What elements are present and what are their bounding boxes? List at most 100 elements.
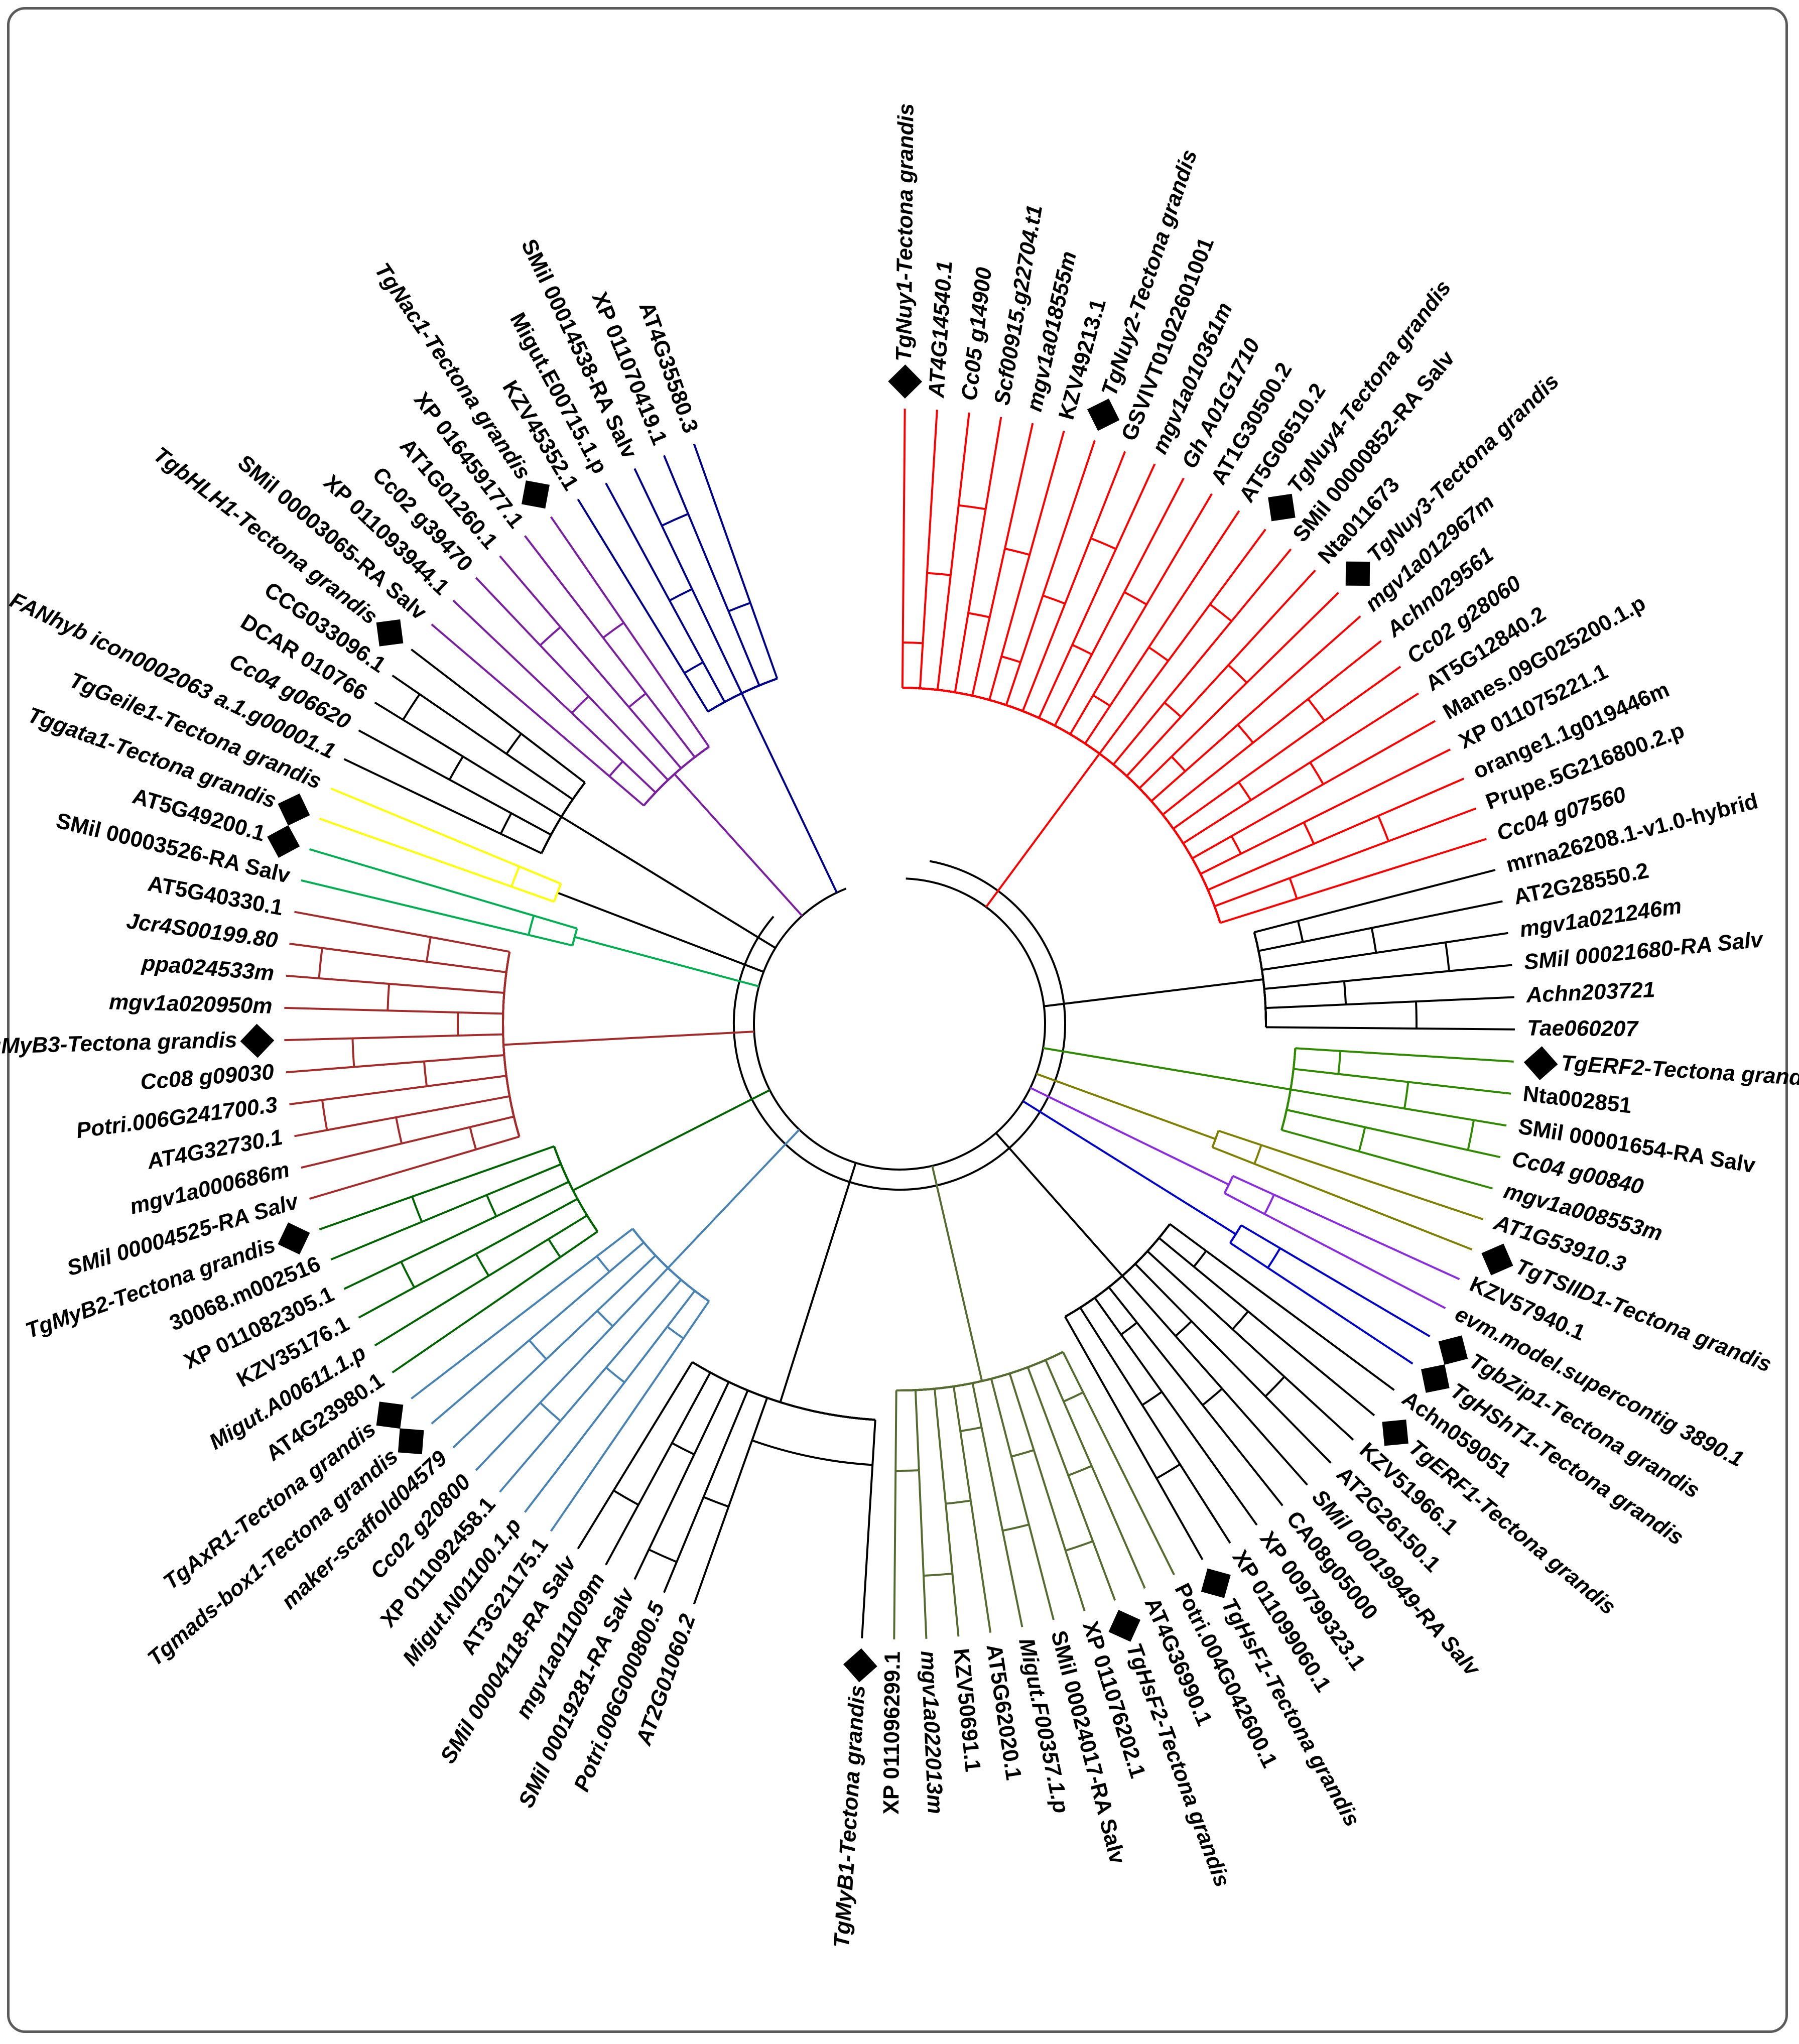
diamond-marker-icon — [1108, 1610, 1141, 1642]
leaf-branch — [499, 1420, 562, 1493]
clade-arc-branch — [541, 782, 586, 854]
leaf-branch — [1090, 451, 1126, 539]
sub-arc-branch — [1289, 877, 1298, 900]
leaf-branch — [431, 623, 610, 777]
leaf-label: KZV50691.1 — [949, 1647, 985, 1773]
sub-arc-branch — [1011, 1449, 1035, 1458]
leaf-branch — [893, 1541, 896, 1639]
leaf-stem-branch — [458, 1033, 503, 1037]
leaf-branch — [475, 1325, 614, 1471]
leaf-stem-branch — [726, 536, 779, 679]
sub-arc-branch — [1403, 1082, 1409, 1109]
leaf-branch — [1344, 964, 1512, 982]
sub-arc-branch — [596, 1310, 614, 1327]
diamond-marker-icon — [376, 1401, 404, 1429]
leaf-branch — [358, 1287, 415, 1319]
clade-stem-branch — [572, 1089, 770, 1192]
leaf-branch — [330, 787, 455, 841]
leaf-branch — [1377, 778, 1465, 817]
leaf-stem-branch — [1232, 1175, 1274, 1196]
sub-arc-branch — [1004, 548, 1030, 556]
sub-arc-branch — [968, 612, 990, 618]
leaf-branch — [319, 1160, 512, 1231]
leaf-branch — [1371, 900, 1503, 929]
leaf-branch — [343, 1215, 497, 1290]
clade-arc-branch — [1064, 1223, 1171, 1318]
leaf-stem-branch — [936, 505, 960, 690]
leaf-label: AT4G14540.1 — [924, 260, 957, 399]
leaf-stem-branch — [933, 1388, 954, 1574]
leaf-stem-branch — [465, 690, 586, 784]
leaf-branch — [1307, 640, 1382, 700]
leaf-stem-branch — [1218, 1129, 1262, 1146]
leaf-stem-branch — [454, 838, 562, 885]
leaf-branch — [663, 1561, 678, 1593]
leaf-stem-branch — [1286, 1109, 1365, 1128]
sub-arc-branch — [475, 1253, 490, 1276]
leaf-branch — [411, 649, 466, 692]
diamond-marker-icon — [1345, 561, 1370, 586]
clade-stem-branch — [674, 773, 803, 917]
leaf-branch — [1171, 592, 1339, 757]
clade-stem-branch — [667, 1128, 800, 1269]
leaf-branch — [524, 535, 604, 638]
figure-frame — [7, 7, 1788, 2033]
sub-arc-branch — [1148, 646, 1169, 662]
leaf-stem-branch — [1258, 927, 1372, 952]
leaf-stem-branch — [1054, 591, 1125, 726]
leaf-stem-branch — [1021, 538, 1092, 712]
leaf-label: Tae060207 — [1527, 1016, 1639, 1042]
leaf-branch — [693, 1506, 730, 1605]
leaf-branch — [1326, 1245, 1446, 1309]
leaf-stem-branch — [727, 1397, 768, 1507]
leaf-stem-branch — [1295, 1047, 1341, 1052]
leaf-stem-branch — [466, 895, 578, 930]
sub-arc-branch — [1068, 1465, 1092, 1477]
leaf-branch — [967, 417, 1002, 613]
leaf-branch — [1363, 838, 1487, 879]
clade-stem-branch — [1043, 1047, 1291, 1091]
leaf-stem-branch — [1214, 877, 1291, 908]
leaf-branch — [577, 1400, 670, 1550]
leaf-branch — [693, 443, 728, 537]
sub-arc-branch — [667, 1326, 684, 1339]
leaf-stem-branch — [426, 1075, 507, 1087]
leaf-label: TgMyB3-Tectona grandis — [0, 1028, 237, 1059]
leaf-branch — [1326, 1306, 1414, 1365]
leaf-stem-branch — [1094, 1297, 1163, 1392]
leaf-stem-branch — [1200, 821, 1305, 875]
root-ring-branch — [753, 877, 1046, 1171]
sub-arc-branch — [1297, 921, 1304, 942]
sub-arc-branch — [548, 1238, 561, 1258]
leaf-stem-branch — [661, 525, 743, 694]
leaf-stem-branch — [414, 1198, 578, 1289]
leaf-stem-branch — [1108, 1287, 1138, 1324]
sub-arc-branch — [1467, 1120, 1475, 1151]
leaf-stem-branch — [1121, 1275, 1223, 1389]
leaf-branch — [475, 577, 541, 646]
sub-arc-branch — [1238, 781, 1252, 801]
leaf-stem-branch — [1162, 698, 1309, 816]
leaf-label: TgMyB1-Tectona grandis — [829, 1685, 870, 1949]
leaf-stem-branch — [1169, 1223, 1207, 1252]
leaf-stem-branch — [319, 977, 504, 994]
leaf-branch — [284, 1006, 388, 1012]
clade-stem-branch — [561, 816, 776, 949]
sub-arc-branch — [1001, 655, 1021, 664]
leaf-stem-branch — [1084, 647, 1150, 744]
leaf-stem-branch — [1290, 1088, 1474, 1121]
leaf-stem-branch — [500, 833, 542, 854]
sub-arc-branch — [1377, 815, 1390, 842]
sub-arc-branch — [1123, 591, 1147, 605]
leaf-branch — [1221, 1388, 1308, 1486]
leaf-branch — [452, 1358, 547, 1449]
diamond-marker-icon — [267, 825, 300, 858]
leaf-branch — [1092, 493, 1213, 696]
leaf-label: Cc05 g14900 — [957, 266, 996, 402]
leaf-stem-branch — [1008, 1373, 1035, 1451]
leaf-stem-branch — [1261, 941, 1446, 971]
leaf-branch — [330, 1221, 423, 1261]
clade-arc-branch — [631, 1228, 710, 1302]
leaf-stem-branch — [954, 613, 969, 693]
